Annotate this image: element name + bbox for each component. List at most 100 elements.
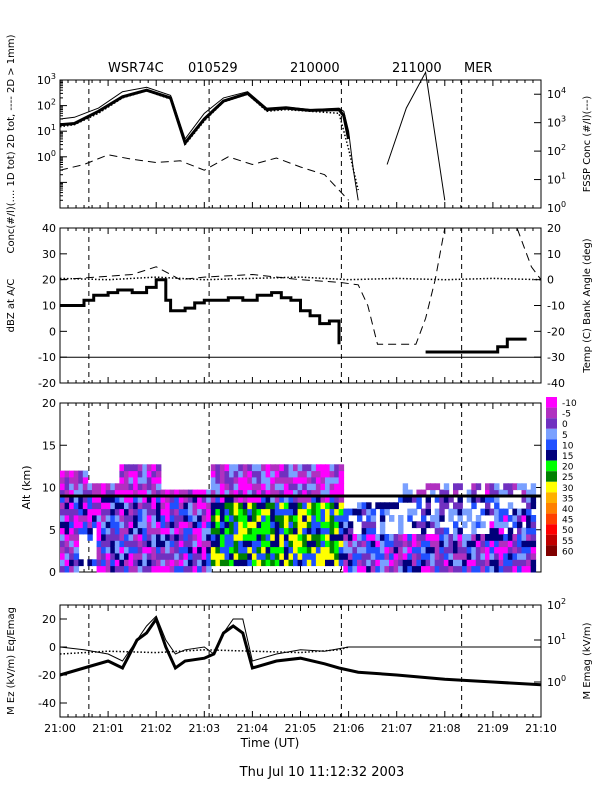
radar-cell — [251, 540, 258, 548]
radar-cell — [197, 534, 203, 541]
radar-cell — [142, 559, 148, 567]
radar-cell — [352, 565, 358, 573]
radar-cell — [379, 540, 386, 548]
radar-cell — [338, 464, 345, 472]
radar-cell — [101, 559, 107, 567]
radar-cell — [334, 483, 340, 491]
radar-cell — [457, 495, 463, 503]
radar-cell — [247, 540, 253, 548]
radar-cell — [338, 489, 345, 497]
radar-cell — [448, 515, 454, 522]
radar-cell — [411, 565, 418, 573]
radar-cell — [407, 515, 413, 522]
radar-cell — [293, 559, 299, 567]
radar-cell — [521, 527, 527, 535]
radar-cell — [261, 515, 267, 522]
radar-cell — [425, 534, 431, 541]
radar-cell — [416, 521, 422, 529]
footer-timestamp: Thu Jul 10 11:12:32 2003 — [239, 765, 405, 780]
radar-cell — [302, 483, 308, 491]
radar-cell — [174, 565, 180, 573]
radar-cell — [347, 527, 354, 535]
y-right-tick-label: 104 — [547, 86, 566, 101]
radar-cell — [325, 521, 331, 529]
radar-cell — [448, 540, 454, 548]
radar-cell — [475, 546, 482, 554]
radar-cell — [329, 527, 335, 535]
radar-cell — [457, 508, 463, 516]
radar-cell — [329, 553, 335, 560]
radar-cell — [169, 540, 176, 548]
radar-cell — [119, 476, 125, 484]
radar-cell — [293, 527, 299, 535]
radar-cell — [315, 464, 322, 472]
radar-cell — [512, 553, 518, 560]
radar-cell — [357, 546, 363, 554]
radar-cell — [82, 495, 89, 503]
radar-cell — [261, 546, 267, 554]
radar-cell — [517, 546, 523, 554]
y-tick-label: 30 — [42, 248, 56, 261]
radar-cell — [489, 534, 495, 541]
radar-cell — [210, 553, 217, 560]
radar-cell — [238, 502, 244, 510]
radar-cell — [466, 565, 473, 573]
radar-cell — [503, 515, 509, 522]
radar-cell — [453, 540, 459, 548]
radar-cell — [265, 559, 271, 567]
radar-cell — [283, 495, 290, 503]
radar-cell — [389, 546, 395, 554]
radar-cell — [197, 553, 203, 560]
radar-cell — [311, 515, 317, 522]
radar-cell — [146, 527, 153, 535]
radar-cell — [242, 559, 249, 567]
radar-cell — [530, 559, 537, 567]
radar-cell — [128, 534, 134, 541]
radar-cell — [160, 508, 166, 516]
radar-cell — [124, 534, 130, 541]
radar-cell — [238, 495, 244, 503]
radar-cell — [142, 483, 148, 491]
radar-cell — [526, 489, 532, 497]
radar-cell — [110, 553, 116, 560]
radar-cell — [443, 527, 450, 535]
radar-cell — [471, 495, 477, 503]
radar-cell — [187, 489, 194, 497]
radar-cell — [347, 565, 354, 573]
radar-cell — [96, 546, 102, 554]
radar-cell — [288, 508, 294, 516]
radar-cell — [494, 502, 500, 510]
radar-cell — [270, 502, 276, 510]
radar-cell — [142, 464, 148, 472]
radar-cell — [453, 546, 459, 554]
radar-cell — [96, 508, 102, 516]
radar-cell — [343, 546, 349, 554]
radar-cell — [475, 559, 482, 567]
radar-cell — [393, 540, 399, 548]
radar-cell — [160, 489, 166, 497]
radar-cell — [192, 508, 198, 516]
radar-cell — [338, 470, 345, 478]
radar-cell — [151, 476, 157, 484]
radar-cell — [480, 553, 486, 560]
radar-cell — [197, 495, 203, 503]
radar-cell — [457, 502, 463, 510]
radar-cell — [210, 508, 217, 516]
radar-cell — [329, 546, 335, 554]
radar-cell — [517, 534, 523, 541]
radar-cell — [338, 534, 345, 541]
radar-cell — [521, 495, 527, 503]
radar-cell — [96, 527, 102, 535]
radar-cell — [421, 521, 427, 529]
radar-cell — [92, 489, 98, 497]
radar-cell — [156, 559, 162, 567]
radar-cell — [503, 508, 509, 516]
radar-cell — [114, 508, 121, 516]
radar-cell — [73, 540, 80, 548]
radar-cell — [471, 559, 477, 567]
radar-cell — [325, 546, 331, 554]
radar-cell — [283, 553, 290, 560]
radar-cell — [251, 527, 258, 535]
legend-label: 15 — [562, 452, 573, 462]
radar-cell — [530, 515, 537, 522]
